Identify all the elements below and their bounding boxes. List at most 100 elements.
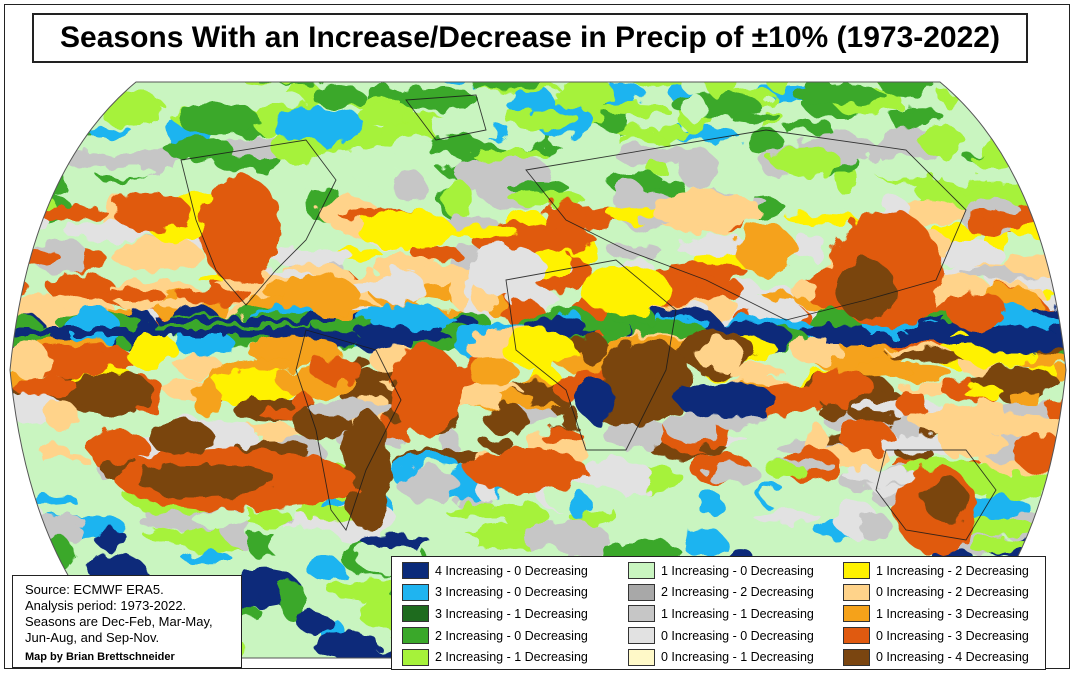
- legend-item: 3 Increasing - 0 Decreasing: [402, 582, 628, 604]
- precip-patch: [765, 462, 807, 478]
- legend-label: 0 Increasing - 1 Decreasing: [661, 650, 814, 665]
- legend-label: 2 Increasing - 2 Decreasing: [661, 585, 814, 600]
- precip-patch: [1010, 114, 1066, 137]
- precip-patch: [858, 512, 891, 542]
- precip-patch: [769, 145, 840, 174]
- precip-streak: [156, 318, 336, 323]
- precip-patch: [559, 405, 581, 430]
- continent-outline: [505, 259, 677, 451]
- precip-patch: [602, 418, 671, 451]
- precip-patch: [296, 611, 333, 633]
- legend-label: 1 Increasing - 3 Decreasing: [876, 606, 1029, 621]
- legend-label: 0 Increasing - 3 Decreasing: [876, 628, 1029, 643]
- legend-item: 0 Increasing - 4 Decreasing: [843, 646, 1055, 668]
- legend-item: 1 Increasing - 2 Decreasing: [843, 560, 1055, 582]
- precip-patch: [398, 467, 459, 503]
- precip-patch: [967, 536, 1028, 553]
- precip-patch: [682, 528, 727, 559]
- precip-region: [201, 175, 281, 285]
- legend-item: 1 Increasing - 3 Decreasing: [843, 603, 1055, 625]
- legend-label: 1 Increasing - 0 Decreasing: [661, 563, 814, 578]
- precip-patch: [578, 333, 609, 365]
- precip-patch: [447, 382, 521, 394]
- precip-patch: [149, 419, 215, 457]
- precip-patch: [568, 493, 592, 520]
- precip-patch: [44, 399, 77, 431]
- precip-patch: [1011, 101, 1066, 134]
- precip-patch: [83, 480, 106, 511]
- map-credit: Map by Brian Brettschneider: [25, 651, 175, 663]
- precip-patch: [902, 108, 943, 123]
- legend-swatch: [628, 583, 655, 601]
- precip-patch: [386, 87, 478, 112]
- precip-region: [946, 290, 1006, 330]
- map-title: Seasons With an Increase/Decrease in Pre…: [60, 21, 1000, 54]
- precip-patch: [177, 287, 254, 304]
- precip-patch: [842, 467, 921, 484]
- legend-label: 2 Increasing - 1 Decreasing: [435, 650, 588, 665]
- precip-region: [136, 462, 276, 498]
- precip-patch: [125, 332, 178, 371]
- precip-patch: [86, 430, 150, 464]
- precip-patch: [817, 403, 845, 419]
- precip-patch: [695, 491, 725, 515]
- continent-outline: [180, 139, 337, 306]
- precip-patch: [599, 103, 670, 117]
- precip-patch: [997, 82, 1063, 96]
- source-line: Seasons are Dec-Feb, Mar-May,: [25, 614, 213, 629]
- precip-patch: [695, 336, 743, 371]
- precip-region: [676, 382, 776, 418]
- legend-label: 2 Increasing - 0 Decreasing: [435, 628, 588, 643]
- precip-region: [581, 265, 671, 315]
- precip-patch: [267, 82, 301, 84]
- precip-streak: [826, 335, 1066, 344]
- precip-patch: [984, 211, 1046, 227]
- precip-patch: [1022, 171, 1066, 198]
- precip-patch: [703, 463, 760, 483]
- precip-patch: [663, 409, 719, 443]
- precip-patch: [99, 93, 162, 129]
- precip-patch: [507, 180, 569, 196]
- precip-patch: [10, 340, 50, 380]
- precip-patch: [683, 93, 706, 122]
- legend-swatch: [843, 583, 870, 601]
- precip-patch: [1032, 109, 1066, 141]
- precip-patch: [876, 82, 933, 98]
- precip-patch: [346, 282, 404, 293]
- precip-patch: [212, 367, 298, 408]
- precip-patch: [678, 148, 718, 191]
- precip-patch: [790, 280, 818, 299]
- precip-patch: [556, 82, 612, 110]
- legend-item: 1 Increasing - 0 Decreasing: [628, 560, 843, 582]
- precip-patch: [447, 225, 519, 239]
- precip-patch: [971, 170, 1034, 185]
- precip-patch: [790, 234, 828, 259]
- precip-patch: [468, 360, 520, 387]
- precip-patch: [15, 82, 101, 95]
- precip-patch: [502, 329, 576, 370]
- precip-patch: [25, 172, 55, 183]
- precip-patch: [244, 508, 293, 527]
- legend-swatch: [843, 562, 870, 580]
- precip-patch: [271, 137, 325, 163]
- legend-swatch: [628, 562, 655, 580]
- precip-patch: [10, 191, 34, 223]
- precip-patch: [384, 152, 461, 169]
- precip-patch: [357, 209, 454, 251]
- precip-patch: [540, 428, 584, 445]
- legend-label: 0 Increasing - 2 Decreasing: [876, 585, 1029, 600]
- legend-item: 4 Increasing - 0 Decreasing: [402, 560, 628, 582]
- precip-patch: [888, 350, 973, 362]
- precip-patch: [607, 245, 663, 258]
- precip-patch: [96, 529, 129, 551]
- precip-patch: [796, 326, 874, 338]
- precip-patch: [309, 401, 396, 417]
- precip-region: [836, 260, 896, 320]
- precip-patch: [656, 263, 749, 280]
- legend-label: 3 Increasing - 1 Decreasing: [435, 606, 588, 621]
- precip-region: [578, 378, 614, 422]
- precip-patch: [879, 436, 938, 455]
- legend-swatch: [843, 648, 870, 666]
- precip-streak: [10, 328, 306, 336]
- precip-patch: [28, 205, 108, 221]
